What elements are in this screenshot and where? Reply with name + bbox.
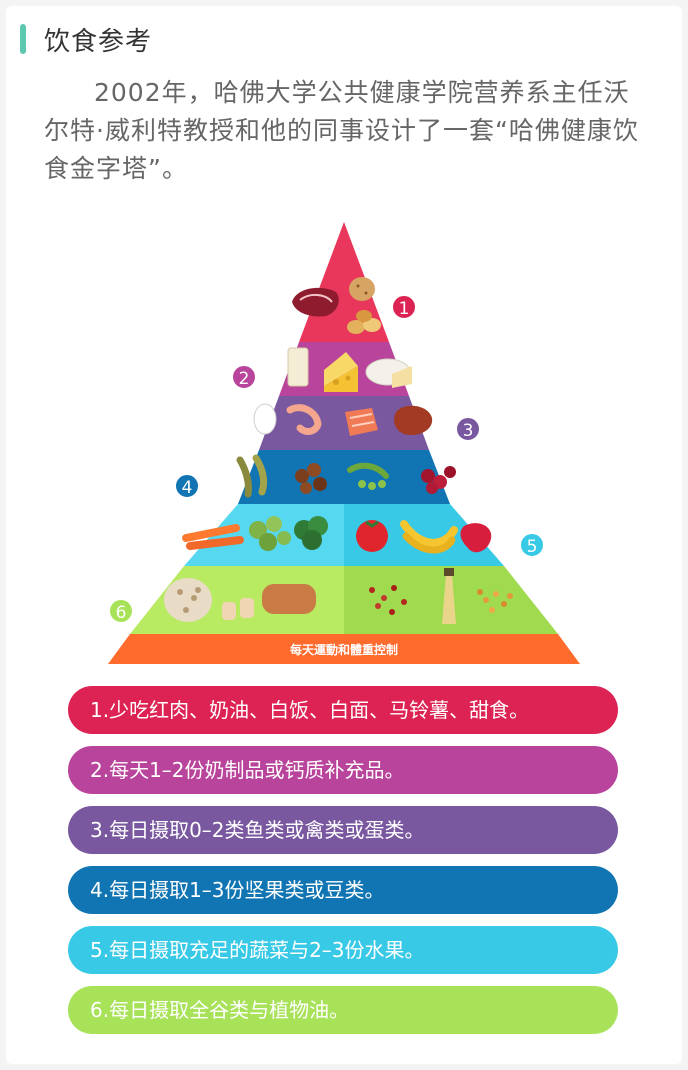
- dried-fruit-icon: [369, 585, 407, 615]
- tier-badge-2: 2: [231, 364, 257, 390]
- cheese-icon: [324, 352, 358, 392]
- chicken-icon: [394, 405, 433, 436]
- section-header: 饮食参考: [20, 22, 153, 57]
- pyramid-tier-5-right: [344, 504, 504, 566]
- svg-text:5: 5: [527, 537, 538, 557]
- guideline-2: 2.每天1–2份奶制品或钙质补充品。: [68, 746, 618, 794]
- tier-badge-4: 4: [174, 473, 200, 499]
- accent-bar: [20, 24, 26, 54]
- tier-badge-5: 5: [519, 532, 545, 558]
- pyramid-tier-4: [238, 450, 450, 504]
- strawberry-icon: [460, 523, 492, 553]
- egg-icon: [253, 403, 277, 435]
- tier-badge-3: 3: [455, 416, 481, 442]
- svg-text:3: 3: [463, 421, 474, 441]
- guideline-3: 3.每日摄取0–2类鱼类或禽类或蛋类。: [68, 806, 618, 854]
- peas-icon: [347, 462, 389, 490]
- red-meat-icon: [292, 287, 339, 317]
- nuts-icon: [295, 463, 327, 494]
- guideline-1: 1.少吃红肉、奶油、白饭、白面、马铃薯、甜食。: [68, 686, 618, 734]
- milk-icon: [287, 347, 309, 387]
- salmon-icon: [345, 408, 378, 436]
- food-pyramid: 每天運動和體重控制: [108, 222, 580, 664]
- guideline-6: 6.每日摄取全谷类与植物油。: [68, 986, 618, 1034]
- svg-text:1: 1: [399, 299, 410, 319]
- tier-badge-6: 6: [108, 598, 134, 624]
- guideline-5: 5.每日摄取充足的蔬菜与2–3份水果。: [68, 926, 618, 974]
- pyramid-base: [108, 634, 580, 664]
- soybeans-icon: [236, 454, 268, 498]
- pyramid-base-label: 每天運動和體重控制: [290, 642, 398, 657]
- brussels-sprouts-icon: [249, 516, 291, 551]
- pastries-icon: [347, 310, 381, 334]
- broccoli-icon: [294, 516, 328, 550]
- potato-icon: [349, 277, 375, 301]
- tomato-icon: [356, 520, 388, 552]
- bananas-icon: [400, 520, 458, 554]
- shrimp-icon: [286, 404, 322, 435]
- brie-cheese-icon: [365, 358, 412, 388]
- section-title: 饮食参考: [44, 26, 153, 57]
- oil-bottle-icon: [442, 568, 456, 624]
- cereal-icon: [477, 589, 513, 613]
- svg-text:2: 2: [239, 369, 250, 389]
- tier-badge-1: 1: [391, 294, 417, 320]
- carrots-icon: [182, 524, 244, 550]
- svg-text:6: 6: [116, 603, 127, 623]
- cherries-icon: [421, 466, 456, 494]
- bread-icon: [222, 584, 316, 620]
- intro-paragraph: 2002年，哈佛大学公共健康学院营养系主任沃尔特·威利特教授和他的同事设计了一套…: [44, 78, 639, 183]
- beans-icon: [164, 578, 212, 622]
- svg-text:4: 4: [182, 478, 193, 498]
- guideline-4: 4.每日摄取1–3份坚果类或豆类。: [68, 866, 618, 914]
